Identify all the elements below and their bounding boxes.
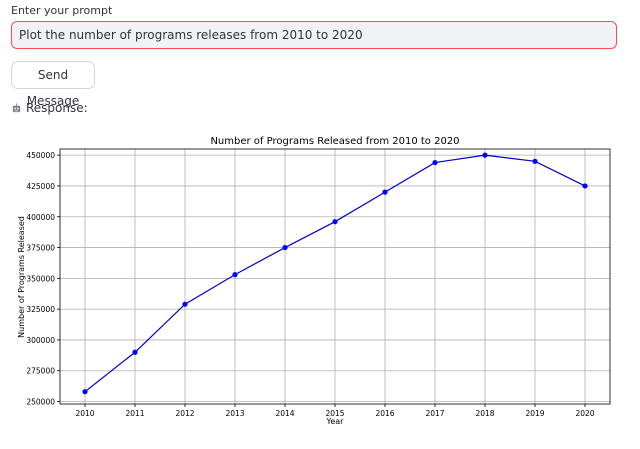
y-tick-label: 300000 <box>26 336 55 345</box>
prompt-label: Enter your prompt <box>11 4 113 17</box>
response-heading: Response: <box>11 101 88 115</box>
data-point <box>532 158 538 164</box>
y-tick-label: 350000 <box>26 274 55 283</box>
x-tick-label: 2014 <box>275 409 294 418</box>
data-point <box>82 389 88 395</box>
x-tick-label: 2018 <box>475 409 494 418</box>
x-tick-label: 2010 <box>75 409 94 418</box>
data-point <box>382 189 388 195</box>
x-tick-label: 2017 <box>425 409 444 418</box>
prompt-input[interactable]: Plot the number of programs releases fro… <box>11 21 617 49</box>
data-point <box>132 349 138 355</box>
robot-icon <box>12 102 21 112</box>
y-tick-label: 375000 <box>26 244 55 253</box>
data-point <box>282 244 288 251</box>
x-tick-label: 2015 <box>325 409 344 418</box>
data-point <box>232 272 238 278</box>
x-tick-label: 2020 <box>575 409 594 418</box>
chart-title: Number of Programs Released from 2010 to… <box>210 136 459 147</box>
x-tick-label: 2011 <box>125 409 144 418</box>
send-message-button[interactable]: Send Message <box>11 61 95 108</box>
response-label: Response: <box>26 101 88 115</box>
y-axis-label: Number of Programs Released <box>17 216 26 338</box>
y-tick-label: 250000 <box>26 398 55 407</box>
data-point <box>582 183 588 189</box>
y-tick-label: 275000 <box>26 367 55 376</box>
x-tick-label: 2012 <box>175 409 194 418</box>
x-tick-label: 2013 <box>225 409 244 418</box>
data-point <box>482 152 488 158</box>
data-point <box>432 159 438 166</box>
x-tick-label: 2016 <box>375 409 394 418</box>
series <box>82 152 588 395</box>
y-axis: 250000 275000 300000 325000 350000 375000 4000… <box>26 151 60 407</box>
y-tick-label: 450000 <box>26 151 55 160</box>
x-axis: 2010 2011 2012 2013 2014 2015 2016 2017 2018 2019… <box>75 404 595 418</box>
y-tick-label: 325000 <box>26 305 55 314</box>
x-axis-label: Year <box>326 417 345 426</box>
y-tick-label: 425000 <box>26 182 55 191</box>
chart-grid <box>60 149 610 404</box>
y-tick-label: 400000 <box>26 213 55 222</box>
x-tick-label: 2019 <box>525 409 544 418</box>
data-point <box>332 219 338 225</box>
data-point <box>182 301 188 307</box>
line-chart: Number of Programs Released from 2010 to… <box>17 136 611 426</box>
